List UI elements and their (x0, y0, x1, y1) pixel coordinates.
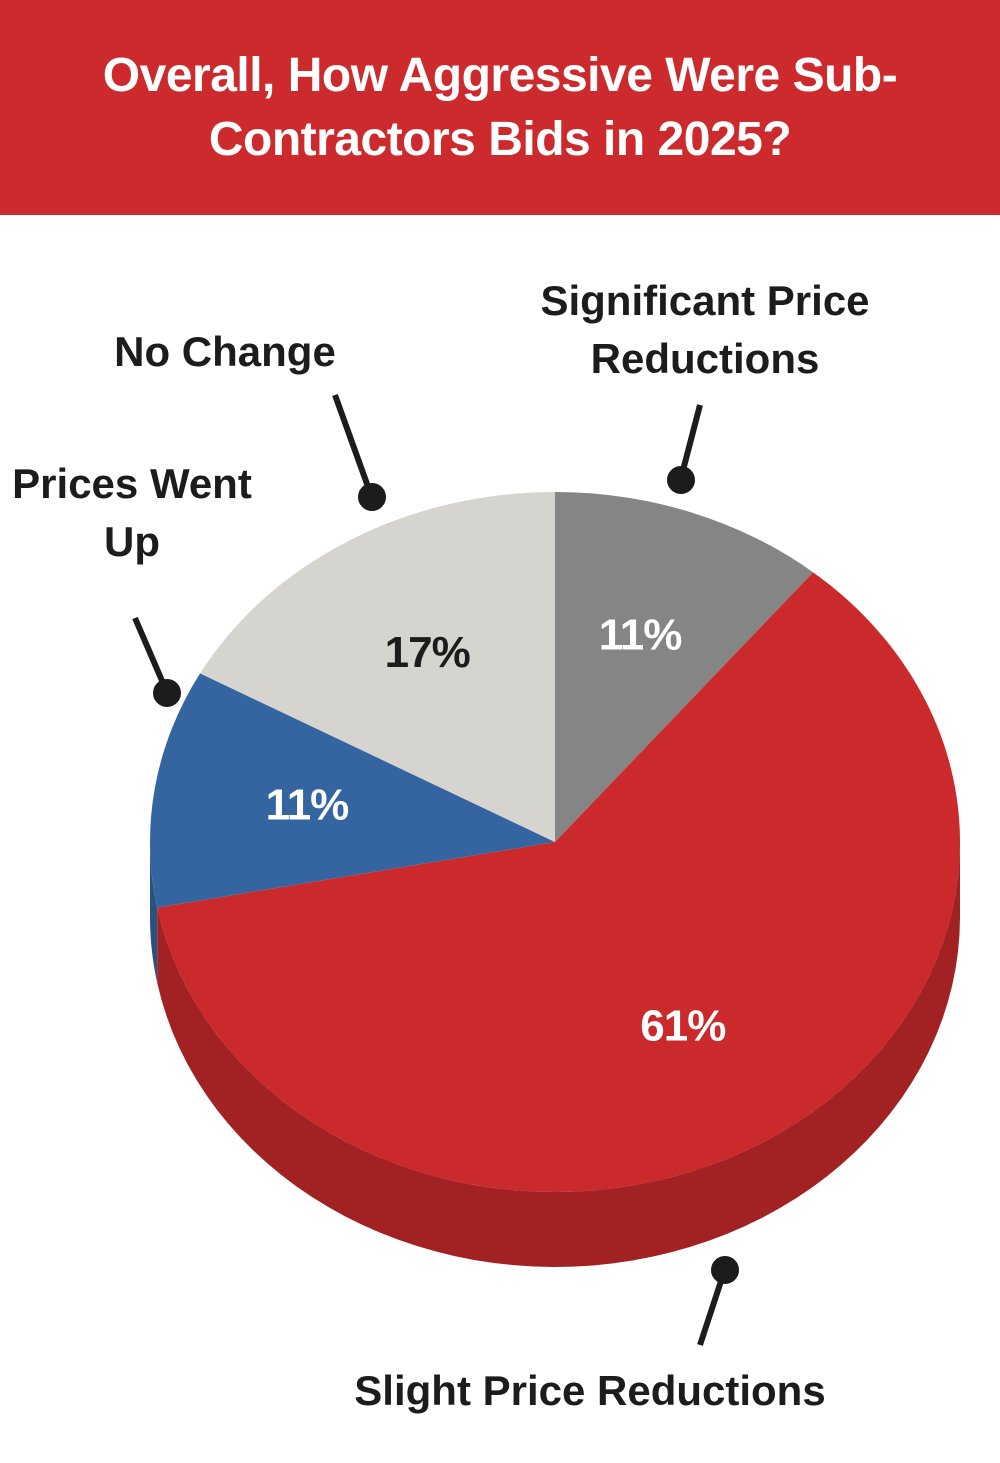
leader-line (697, 1271, 727, 1346)
pie: 11% 61% 11% 17% (150, 492, 961, 1267)
pie-side (157, 842, 961, 1267)
category-label: Slight Price Reductions (354, 1367, 826, 1414)
leader-line (678, 404, 703, 479)
pie-slice (150, 673, 555, 908)
value-label: 11% (266, 781, 349, 830)
leader-dot (358, 483, 386, 511)
category-label: No Change (114, 328, 336, 375)
leader-line (132, 616, 169, 692)
value-label: 11% (599, 610, 682, 659)
category-label: Prices Went Up (12, 460, 252, 565)
value-label: 61% (640, 1001, 725, 1050)
pie-side (150, 842, 158, 983)
pie-slice (157, 572, 961, 1192)
leader-dot (711, 1256, 739, 1284)
title-banner: Overall, How Aggressive Were Sub-Contrac… (0, 0, 1000, 215)
category-label: Significant Price Reductions (540, 277, 870, 382)
leader-dot (667, 466, 695, 494)
pie-slice (200, 492, 555, 842)
value-label: 17% (385, 628, 470, 677)
leader-dot (153, 679, 181, 707)
pie-slice (555, 492, 814, 842)
leader-line (332, 393, 374, 497)
chart-title: Overall, How Aggressive Were Sub-Contrac… (102, 48, 898, 166)
leaders (132, 393, 739, 1346)
